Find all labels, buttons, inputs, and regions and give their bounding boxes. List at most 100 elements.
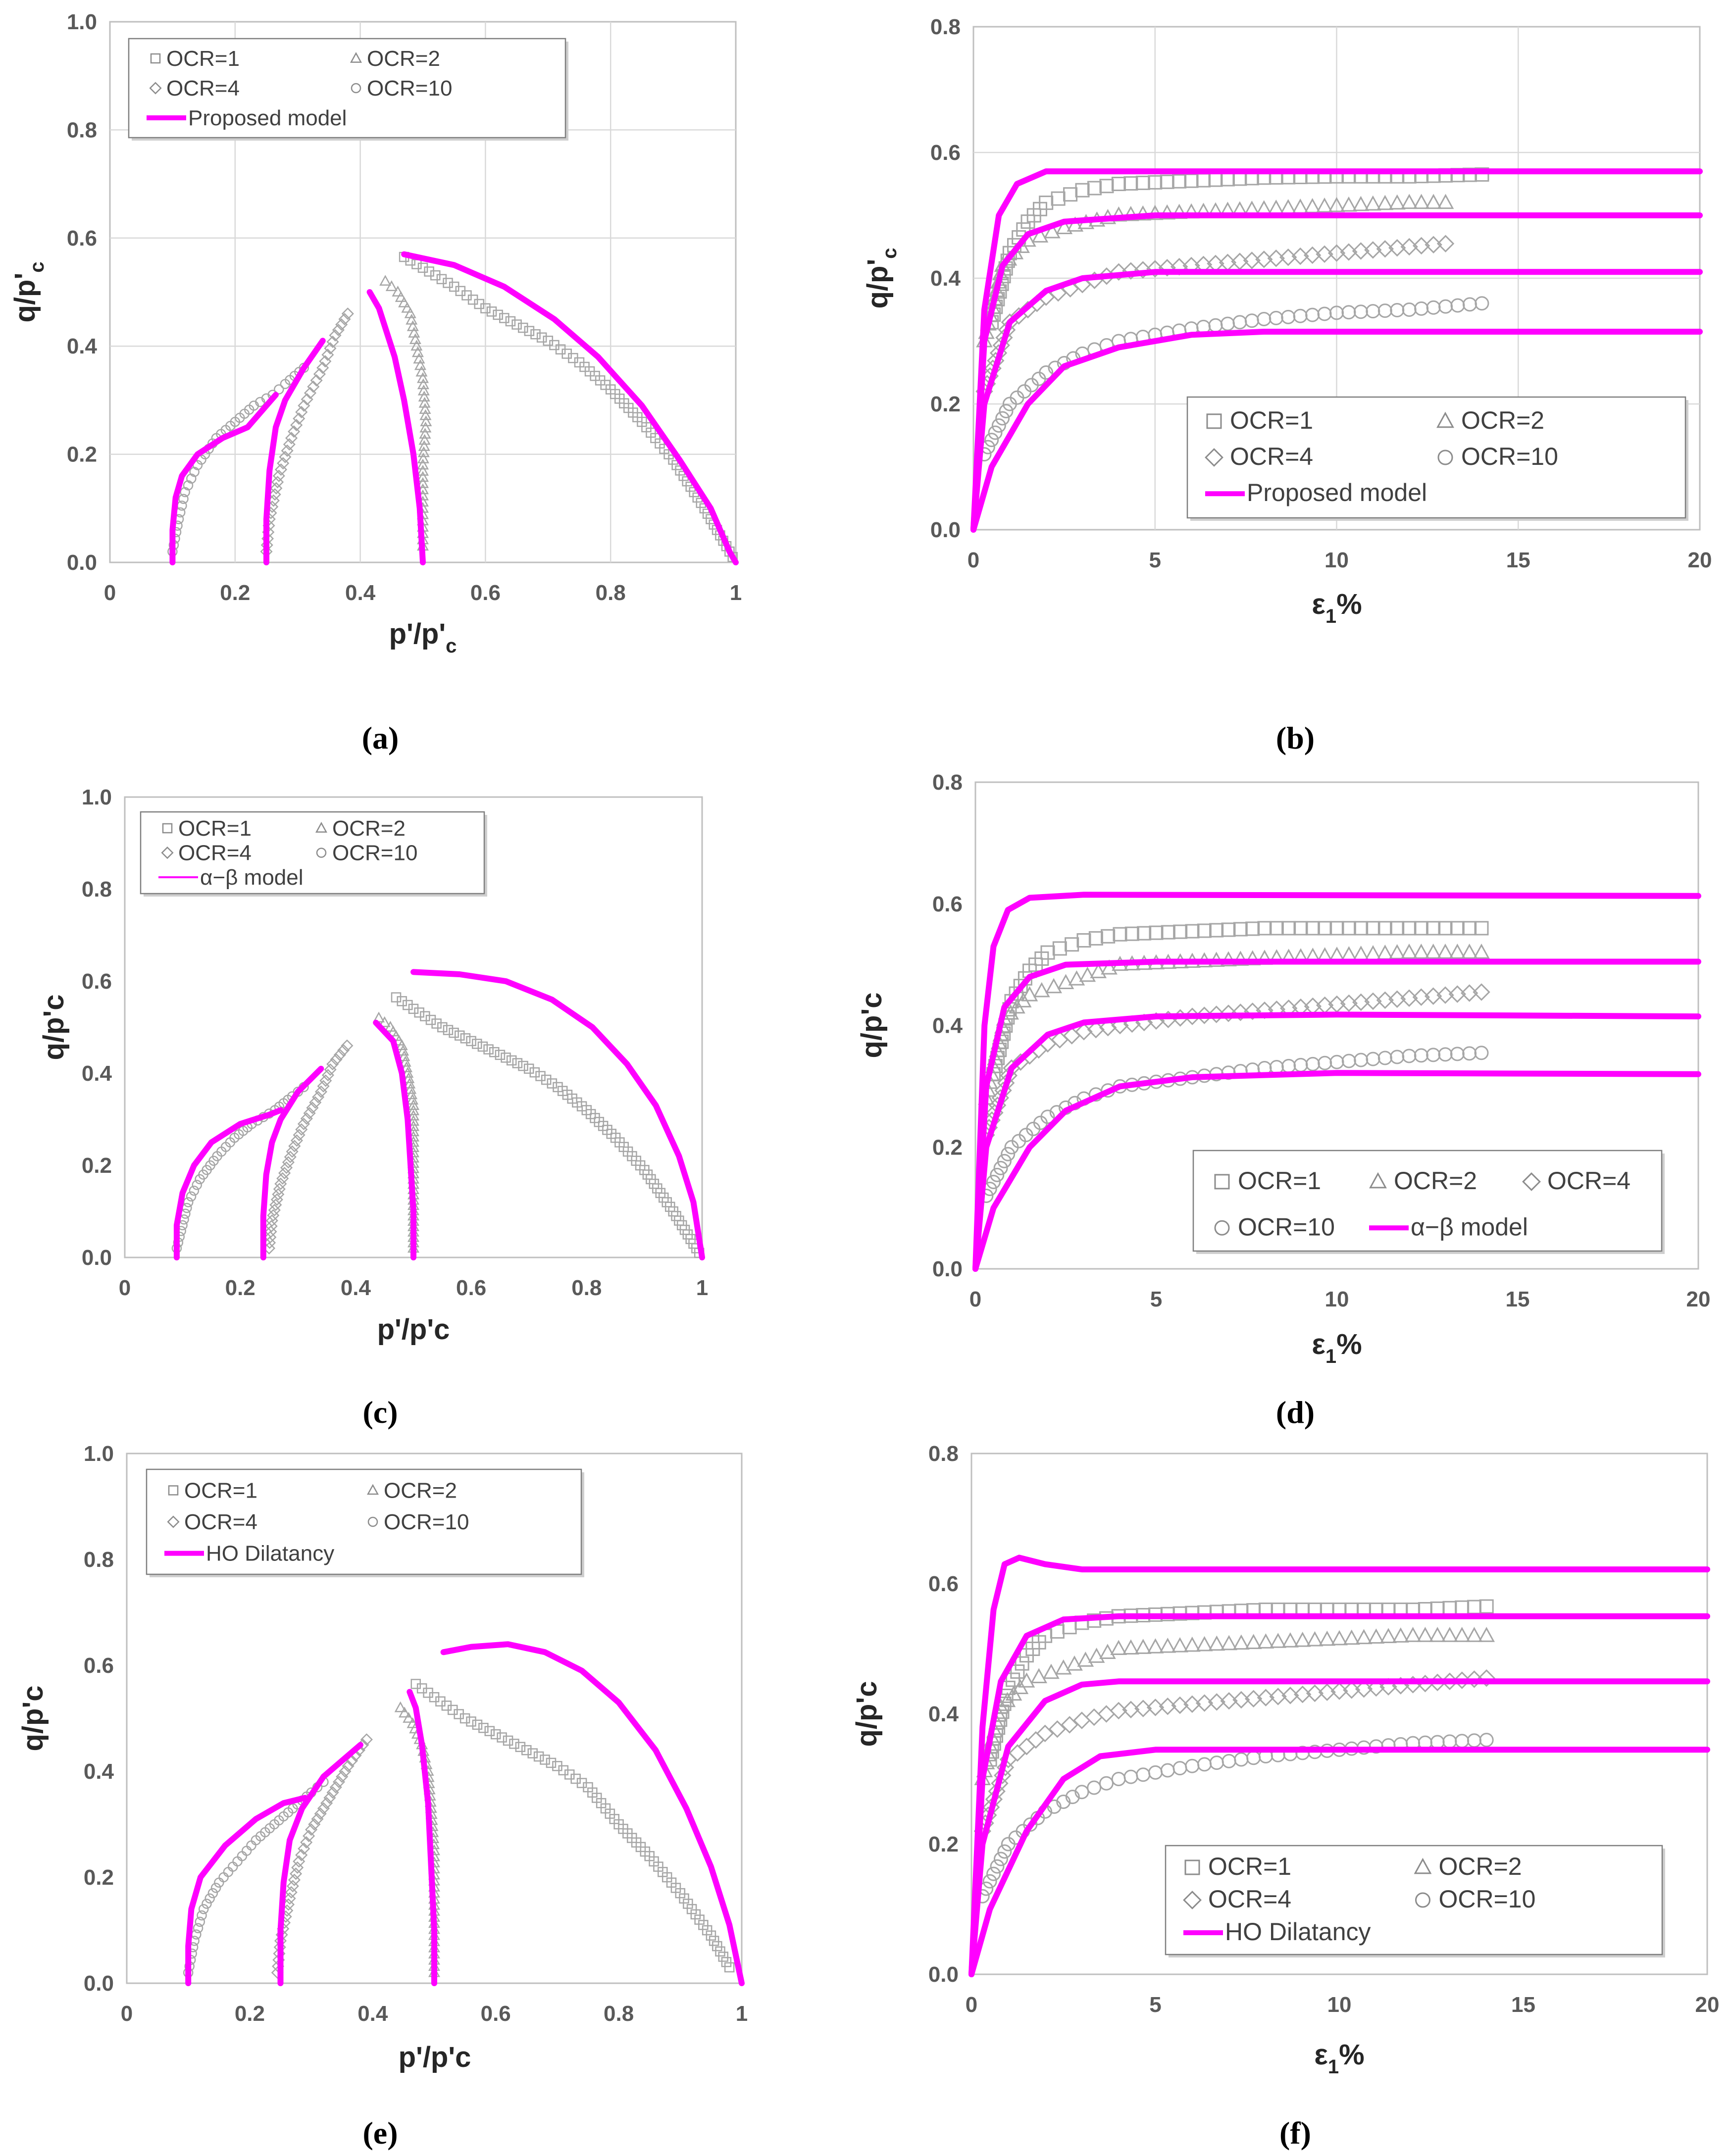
x-axis-title: ε1% xyxy=(1312,1328,1362,1367)
x-axis-title-sub: 1 xyxy=(1328,2056,1339,2078)
data-point xyxy=(1124,926,1139,941)
y-axis-title-main: q/p' xyxy=(862,259,894,309)
data-point xyxy=(499,313,509,323)
legend-marker-triangle-icon xyxy=(350,52,362,63)
data-point xyxy=(1461,943,1478,959)
data-point xyxy=(1052,941,1067,956)
data-point xyxy=(1061,1716,1078,1734)
y-axis-title: q/p'c xyxy=(17,1685,49,1751)
data-point xyxy=(323,1791,336,1805)
x-tick-label: 20 xyxy=(1695,1993,1720,2017)
series-ocr-1 xyxy=(391,992,705,1258)
data-point xyxy=(405,1083,417,1094)
legend-entry: OCR=4 xyxy=(161,841,252,865)
data-point xyxy=(1123,176,1138,191)
x-tick-label: 15 xyxy=(1511,1993,1535,2017)
y-tick-label: 1.0 xyxy=(84,1442,114,1466)
data-point xyxy=(308,1818,321,1831)
data-point xyxy=(990,1167,1005,1182)
x-axis-title: p'/p'c xyxy=(389,618,457,657)
data-point xyxy=(1010,1664,1025,1679)
data-point xyxy=(274,384,284,395)
series--model xyxy=(972,1070,1701,1272)
legend-label: OCR=4 xyxy=(178,841,252,865)
data-point xyxy=(178,494,189,504)
data-point xyxy=(1048,1720,1067,1738)
data-point xyxy=(489,1047,500,1057)
x-axis-title-main: ε xyxy=(1312,588,1325,620)
data-point xyxy=(1030,1668,1048,1684)
panel-caption: (c) xyxy=(362,1395,398,1430)
data-point xyxy=(1449,943,1466,959)
data-point xyxy=(541,1074,552,1085)
legend-box xyxy=(128,38,566,139)
model-curve xyxy=(968,1678,1710,1977)
series-ocr-10 xyxy=(183,1777,329,1978)
data-point xyxy=(1088,931,1103,946)
model-curve xyxy=(970,212,1703,533)
data-point xyxy=(1077,1652,1094,1667)
data-point xyxy=(501,1053,511,1063)
model-curve xyxy=(972,958,1701,1272)
x-axis-title-main: p'/p' xyxy=(389,618,446,650)
series-ho-dilatancy xyxy=(968,1678,1710,1977)
data-point xyxy=(286,1880,299,1893)
data-point xyxy=(1425,194,1442,209)
series--model xyxy=(260,1065,324,1260)
x-tick-label: 10 xyxy=(1324,548,1349,572)
data-point xyxy=(1450,1047,1465,1061)
data-point xyxy=(341,307,354,320)
chart-a: 0 0.2 0.4 0.6 0.8 10.00.20.40.60.81.0p'/p'cq/… xyxy=(9,10,742,755)
data-point xyxy=(1039,365,1054,380)
legend-label: α−β model xyxy=(200,865,304,890)
y-tick-label: 0.6 xyxy=(82,969,112,994)
data-point xyxy=(511,319,522,330)
legend: OCR=1 OCR=2 OCR=4 OCR=10 HO Dilatancy xyxy=(1165,1845,1665,1957)
data-point xyxy=(515,1742,526,1753)
data-point xyxy=(1417,1627,1434,1642)
model-curve xyxy=(366,289,426,565)
model-curve xyxy=(440,1641,745,1986)
x-tick-label: 1 xyxy=(696,1276,708,1300)
data-point xyxy=(1196,1636,1213,1652)
data-point xyxy=(436,274,447,285)
data-point xyxy=(1402,921,1417,936)
legend-label: Proposed model xyxy=(188,106,347,130)
legend-label: α−β model xyxy=(1411,1213,1528,1241)
data-point xyxy=(1388,194,1406,210)
legend-label: Proposed model xyxy=(1247,479,1427,506)
data-point xyxy=(1306,1631,1324,1647)
data-point xyxy=(1057,974,1074,990)
data-point xyxy=(420,415,432,426)
data-point xyxy=(1377,303,1392,318)
data-point xyxy=(1101,959,1118,975)
model-curve xyxy=(185,1795,308,1986)
data-point xyxy=(414,1007,424,1018)
data-point xyxy=(1033,982,1050,998)
data-point xyxy=(418,391,430,402)
data-point xyxy=(1079,966,1096,982)
x-tick-label: 20 xyxy=(1688,548,1712,572)
x-axis-title-main: p'/p'c xyxy=(399,2041,471,2073)
legend: OCR=1 OCR=2 OCR=4 OCR=10 α−β model xyxy=(1192,1150,1665,1254)
data-point xyxy=(1437,943,1454,959)
data-point xyxy=(419,409,432,420)
series--model xyxy=(173,1107,284,1260)
data-point xyxy=(1015,1656,1029,1671)
data-point xyxy=(1045,978,1063,994)
model-curve xyxy=(277,1742,363,1986)
data-point xyxy=(1402,1049,1417,1063)
data-point xyxy=(443,1025,454,1035)
x-tick-label: 0.4 xyxy=(345,581,376,605)
data-point xyxy=(1040,1109,1055,1124)
data-point xyxy=(986,1866,1001,1881)
legend-entry: OCR=2 xyxy=(1369,1167,1477,1195)
data-point xyxy=(1047,1799,1062,1814)
data-point xyxy=(517,322,528,333)
data-point xyxy=(1099,1776,1114,1791)
data-point xyxy=(1436,235,1455,252)
data-point xyxy=(986,1174,1001,1189)
data-point xyxy=(189,1185,200,1196)
model-curve xyxy=(260,1065,324,1260)
data-point xyxy=(1161,925,1175,940)
